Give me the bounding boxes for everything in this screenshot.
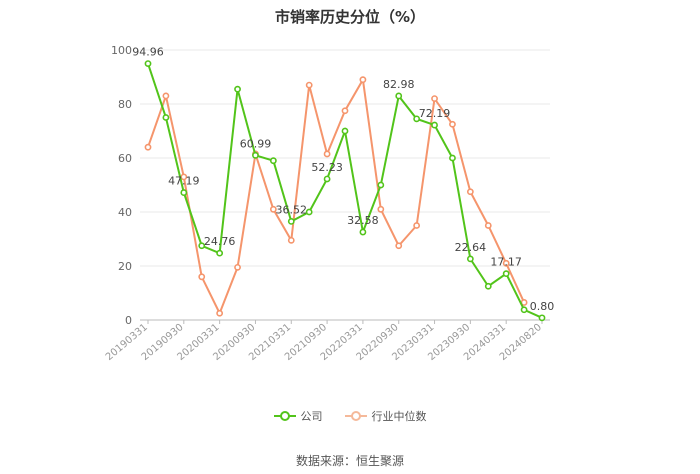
series-point-1 (144, 143, 152, 151)
legend-item-company[interactable]: 公司 (273, 408, 323, 424)
series-point-0 (216, 249, 224, 257)
series-point-0 (323, 175, 331, 183)
series-point-0 (180, 189, 188, 196)
series-point-0 (144, 60, 152, 68)
series-point-1 (449, 120, 456, 128)
series-point-0 (198, 242, 206, 250)
series-point-1 (269, 205, 277, 213)
data-label: 52.23 (311, 161, 343, 174)
series-point-0 (431, 121, 438, 129)
series-point-1 (234, 263, 241, 271)
legend-swatch-industry (344, 410, 367, 422)
series-line-0 (147, 63, 543, 319)
series-line-1 (147, 76, 526, 316)
y-tick-label: 0 (125, 314, 132, 327)
series-point-0 (252, 151, 259, 159)
series-point-0 (305, 208, 313, 216)
chart-legend: 公司 行业中位数 (0, 408, 700, 424)
y-tick-label: 100 (111, 44, 132, 57)
series-point-1 (287, 236, 295, 244)
series-point-1 (180, 173, 188, 181)
y-tick-label: 40 (118, 206, 132, 219)
series-point-0 (377, 181, 385, 189)
chart-title: 市销率历史分位（%） (274, 8, 426, 26)
series-point-0 (359, 228, 367, 236)
series-point-1 (341, 107, 349, 115)
line-chart: 0204060801002019033120190930202003312020… (104, 44, 555, 363)
series-point-1 (502, 259, 510, 267)
data-label: 24.76 (204, 235, 236, 248)
data-label: 36.52 (276, 203, 308, 216)
data-label: 0.80 (530, 300, 555, 313)
series-point-1 (484, 222, 492, 229)
series-point-0 (449, 154, 456, 162)
y-tick-label: 60 (118, 152, 132, 165)
series-point-1 (431, 95, 438, 102)
data-label: 47.19 (168, 175, 200, 188)
series-point-0 (413, 115, 421, 123)
legend-item-industry[interactable]: 行业中位数 (344, 408, 427, 424)
series-point-0 (502, 270, 510, 278)
series-point-1 (466, 188, 474, 196)
y-tick-label: 20 (118, 260, 132, 273)
series-point-0 (269, 157, 277, 165)
series-point-0 (287, 217, 295, 225)
data-label: 60.99 (240, 137, 272, 150)
series-point-0 (341, 127, 349, 135)
series-point-1 (162, 92, 170, 100)
series-point-1 (377, 205, 385, 213)
series-point-0 (520, 306, 528, 314)
data-label: 17.17 (490, 256, 522, 269)
data-label: 22.64 (455, 241, 487, 254)
series-point-0 (234, 85, 241, 93)
legend-label-company: 公司 (300, 410, 323, 423)
data-source: 数据来源：恒生聚源 (295, 454, 404, 468)
legend-swatch-company (273, 410, 296, 422)
series-point-1 (323, 150, 331, 158)
data-label: 82.98 (383, 78, 415, 91)
series-point-1 (359, 76, 367, 84)
data-label: 94.96 (132, 46, 164, 59)
series-point-1 (198, 273, 206, 281)
series-point-0 (484, 282, 492, 290)
series-point-0 (395, 92, 403, 100)
legend-label-industry: 行业中位数 (371, 410, 427, 423)
series-point-1 (413, 222, 421, 229)
y-tick-label: 80 (118, 98, 132, 111)
data-label: 72.19 (419, 107, 451, 120)
series-point-1 (305, 81, 313, 89)
series-point-1 (395, 242, 403, 250)
data-label: 32.58 (347, 214, 379, 227)
series-point-0 (162, 114, 170, 121)
series-point-1 (216, 309, 224, 317)
series-point-0 (466, 255, 474, 263)
series-point-0 (538, 314, 546, 322)
